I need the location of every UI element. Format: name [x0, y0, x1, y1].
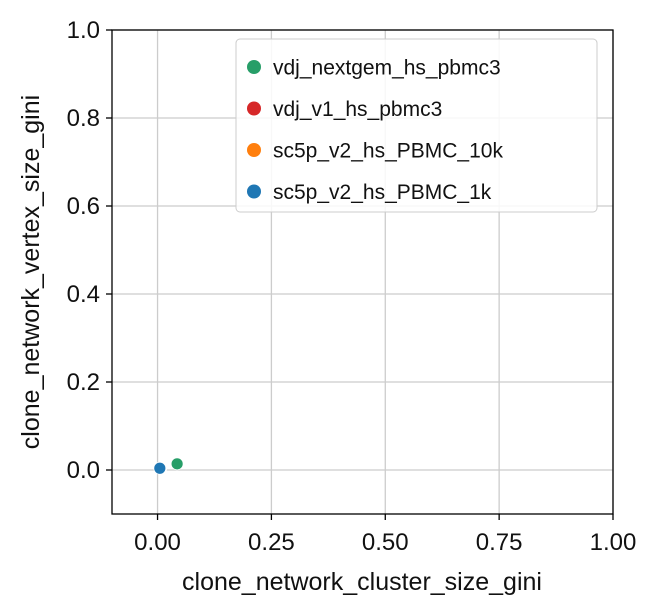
x-tick-label: 0.00 [134, 529, 181, 556]
y-axis-label: clone_network_vertex_size_gini [17, 95, 45, 449]
data-point [153, 461, 167, 475]
legend-label: sc5p_v2_hs_PBMC_10k [273, 140, 503, 163]
x-tick-label: 0.75 [476, 529, 523, 556]
y-tick-label: 0.8 [67, 105, 100, 132]
y-tick-label: 0.4 [67, 281, 100, 308]
legend-marker [247, 60, 261, 74]
y-axis-ticks: 0.0 0.2 0.4 0.6 0.8 1.0 [67, 17, 112, 484]
legend-marker [247, 184, 261, 199]
legend-marker [247, 143, 261, 157]
x-axis-ticks: 0.00 0.25 0.50 0.75 1.00 [134, 514, 636, 556]
x-tick-label: 1.00 [590, 529, 637, 556]
x-tick-label: 0.25 [248, 529, 295, 556]
legend: vdj_nextgem_hs_pbmc3 vdj_v1_hs_pbmc3 sc5p_… [235, 38, 598, 213]
data-points [153, 457, 184, 475]
y-tick-label: 0.2 [67, 369, 100, 396]
legend-label: vdj_nextgem_hs_pbmc3 [273, 57, 501, 80]
legend-label: sc5p_v2_hs_PBMC_1k [273, 181, 492, 204]
legend-box [235, 38, 598, 213]
plot-area [111, 29, 614, 515]
y-tick-label: 1.0 [67, 17, 100, 44]
legend-label: vdj_v1_hs_pbmc3 [273, 98, 442, 121]
y-tick-label: 0.6 [67, 193, 100, 220]
x-tick-label: 0.50 [362, 529, 409, 556]
y-tick-label: 0.0 [67, 457, 100, 484]
data-point [170, 457, 184, 471]
x-axis-label: clone_network_cluster_size_gini [182, 568, 542, 596]
legend-marker [247, 101, 261, 116]
